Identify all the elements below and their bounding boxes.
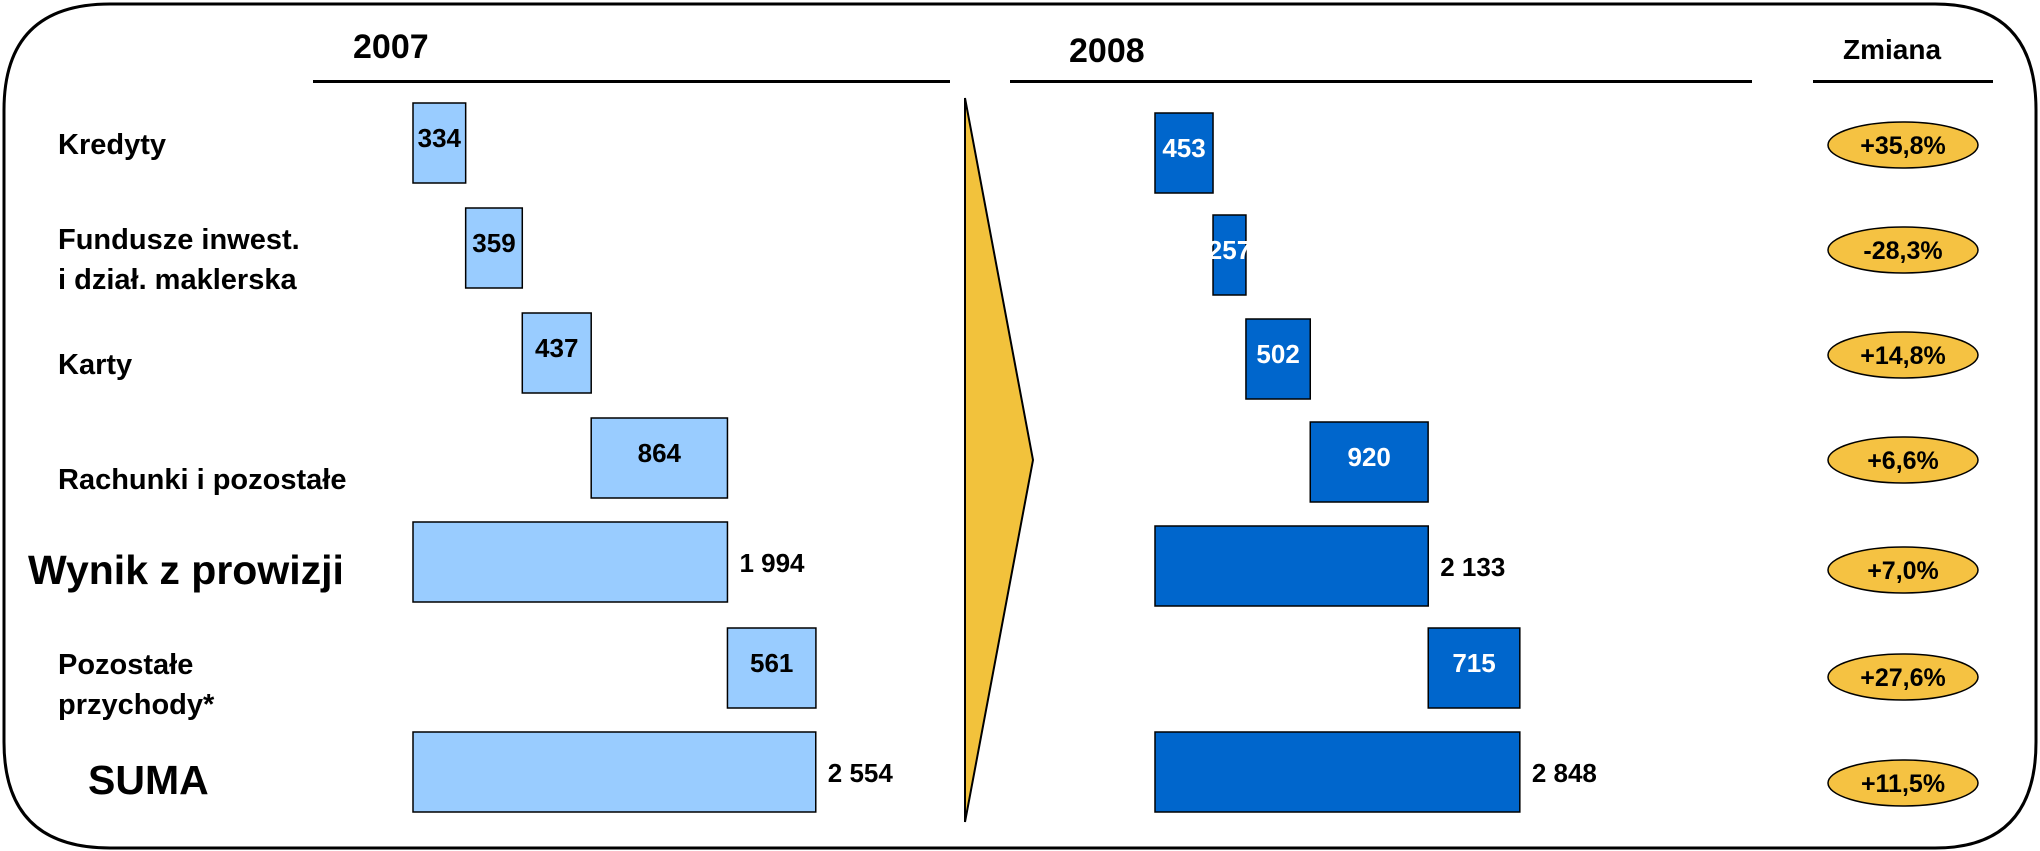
change-badge-6 — [1827, 759, 1979, 807]
change-value-2: +14,8% — [1860, 342, 1946, 370]
bar-2007-0 — [412, 102, 467, 184]
change-badge-2 — [1827, 331, 1979, 379]
bar-2008-1 — [1212, 214, 1247, 296]
bar-value-2008-4: 2 133 — [1440, 552, 1505, 582]
bar-2007-2 — [521, 312, 592, 394]
change-badge-4 — [1827, 546, 1979, 594]
bar-value-2008-6: 2 848 — [1532, 758, 1597, 788]
bar-value-2007-4: 1 994 — [739, 548, 805, 578]
bar-2007-5 — [726, 627, 817, 709]
change-badge-1 — [1827, 226, 1979, 274]
change-value-4: +7,0% — [1867, 557, 1939, 585]
row-label-2: Karty — [58, 349, 133, 381]
bar-2008-4 — [1154, 525, 1429, 607]
bar-value-2007-2: 437 — [535, 333, 578, 363]
change-value-1: -28,3% — [1863, 237, 1942, 265]
row-label-0: Kredyty — [58, 129, 166, 161]
change-value-5: +27,6% — [1860, 664, 1946, 692]
bar-value-2007-0: 334 — [418, 123, 462, 153]
bar-value-2008-2: 502 — [1256, 339, 1299, 369]
row-label-3: Rachunki i pozostałe — [58, 464, 347, 496]
transition-arrow — [964, 97, 1035, 823]
bar-2008-3 — [1309, 421, 1429, 503]
bar-value-2008-3: 920 — [1347, 442, 1390, 472]
change-value-6: +11,5% — [1861, 770, 1945, 798]
bar-2008-5 — [1427, 627, 1521, 709]
bar-2007-6 — [412, 731, 817, 813]
change-badge-3 — [1827, 436, 1979, 484]
row-label-5: Pozostałe przychody* — [58, 649, 215, 721]
bar-2008-2 — [1245, 318, 1312, 400]
change-badge-5 — [1827, 653, 1979, 701]
change-badge-0 — [1827, 121, 1979, 169]
bar-value-2007-6: 2 554 — [828, 758, 894, 788]
bar-value-2008-0: 453 — [1162, 133, 1205, 163]
bar-2007-1 — [464, 207, 524, 289]
header-2008: 2008 — [1069, 32, 1145, 70]
change-value-3: +6,6% — [1867, 447, 1939, 475]
bar-value-2007-1: 359 — [472, 228, 515, 258]
header-2007-underline — [313, 80, 950, 83]
row-label-1: Fundusze inwest. i dział. maklerska — [58, 224, 300, 296]
bar-2008-0 — [1154, 112, 1214, 194]
bar-value-2008-5: 715 — [1452, 648, 1495, 678]
header-2007: 2007 — [353, 28, 429, 66]
header-zmiana-underline — [1813, 80, 1993, 83]
bar-2007-3 — [590, 417, 729, 499]
bar-value-2007-3: 864 — [638, 438, 682, 468]
header-2008-underline — [1010, 80, 1752, 83]
row-label-4: Wynik z prowizji — [28, 547, 344, 593]
change-value-0: +35,8% — [1860, 132, 1946, 160]
header-zmiana: Zmiana — [1843, 34, 1942, 65]
bar-2007-4 — [412, 521, 729, 603]
row-label-6: SUMA — [88, 757, 209, 803]
bar-value-2008-1: 257 — [1208, 235, 1251, 265]
bar-value-2007-5: 561 — [750, 648, 793, 678]
bar-2008-6 — [1154, 731, 1521, 813]
